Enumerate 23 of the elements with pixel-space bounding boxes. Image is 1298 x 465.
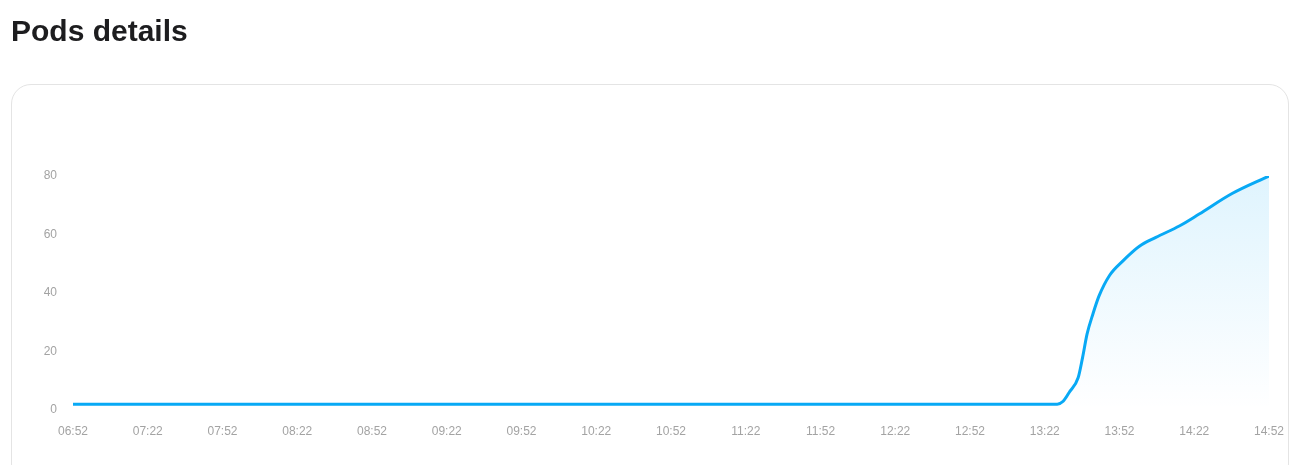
x-tick-label: 10:52 <box>655 423 687 438</box>
x-tick-label: 07:22 <box>132 423 164 438</box>
y-tick-label: 20 <box>43 343 58 358</box>
y-tick-label: 0 <box>50 402 58 417</box>
x-tick-label: 14:52 <box>1253 423 1285 438</box>
chart-title: Pods details <box>11 14 188 47</box>
x-tick-label: 09:52 <box>506 423 537 438</box>
x-tick-label: 11:52 <box>805 423 836 438</box>
x-tick-label: 08:52 <box>356 423 388 438</box>
y-tick-label: 60 <box>43 226 58 241</box>
x-tick-label: 13:52 <box>1104 423 1135 438</box>
x-tick-label: 11:22 <box>731 423 761 438</box>
x-tick-label: 12:22 <box>880 423 911 438</box>
x-tick-label: 14:22 <box>1179 423 1210 438</box>
x-tick-label: 08:22 <box>282 423 313 438</box>
y-tick-label: 80 <box>43 168 58 183</box>
x-tick-label: 10:22 <box>581 423 612 438</box>
x-tick-label: 13:22 <box>1029 423 1061 438</box>
y-tick-label: 40 <box>43 285 58 300</box>
x-tick-label: 09:22 <box>431 423 463 438</box>
x-tick-label: 07:52 <box>207 423 238 438</box>
x-tick-label: 06:52 <box>57 423 89 438</box>
x-tick-label: 12:52 <box>954 423 986 438</box>
